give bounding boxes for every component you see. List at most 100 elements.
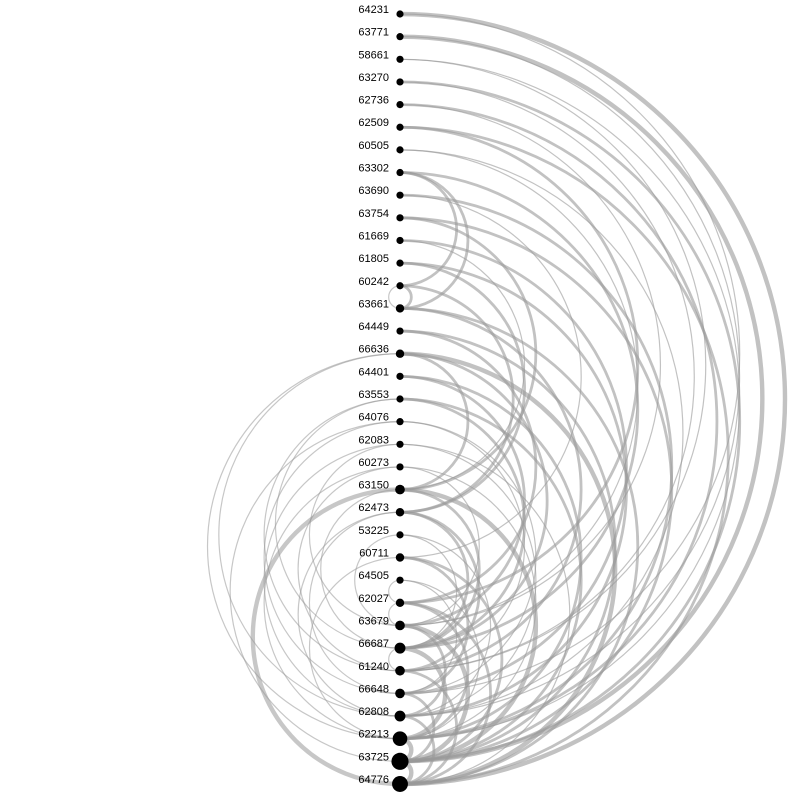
edge-63150-66687 [399, 488, 481, 650]
node-61669 [396, 236, 404, 245]
node-label-58661: 58661 [358, 49, 389, 61]
edge-62808-64776 [399, 714, 436, 786]
edge-64401-63679 [399, 374, 526, 627]
edge-63690-60711 [399, 194, 582, 559]
node-label-60242: 60242 [358, 276, 389, 288]
node-61240 [395, 665, 405, 676]
node-63725 [391, 752, 409, 770]
node-60273 [396, 463, 404, 471]
edge-53225-63679 [354, 534, 401, 627]
edge-63150-63725 [399, 487, 539, 764]
node-58661 [396, 55, 404, 63]
nodes-layer [391, 10, 409, 792]
node-53225 [396, 531, 404, 539]
edge-62509-62027 [399, 125, 640, 605]
edge-63150-66687 [320, 488, 401, 649]
arcs-layer [206, 11, 788, 787]
node-label-61240: 61240 [358, 661, 389, 673]
node-label-61805: 61805 [358, 253, 389, 265]
edge-64076-66648 [399, 421, 537, 695]
node-label-63679: 63679 [358, 615, 389, 627]
edge-62027-62213 [399, 601, 470, 741]
node-66687 [394, 642, 406, 654]
edge-60273-62213 [399, 466, 537, 740]
edge-61669-66648 [399, 239, 628, 695]
node-label-64449: 64449 [358, 321, 389, 333]
node-60242 [396, 282, 404, 290]
edge-53225-62808 [399, 534, 492, 717]
edge-63302-63661 [399, 171, 470, 310]
node-62808 [394, 710, 406, 722]
node-66648 [395, 688, 405, 699]
node-62509 [396, 123, 404, 131]
edge-62027-64776 [399, 601, 492, 786]
node-63690 [396, 191, 404, 199]
node-63661 [395, 304, 405, 313]
edge-61240-64776 [399, 669, 458, 786]
node-60711 [395, 553, 405, 562]
node-64776 [392, 776, 408, 792]
edge-60273-62213 [263, 466, 401, 740]
node-label-60273: 60273 [358, 457, 389, 469]
edge-63661-64776 [399, 307, 640, 786]
node-63150 [395, 484, 405, 495]
edge-63679-63725 [399, 623, 470, 764]
node-label-62736: 62736 [358, 95, 389, 107]
edge-63661-61240 [399, 307, 583, 673]
node-63270 [396, 78, 404, 86]
edge-66636-62213 [206, 353, 401, 740]
node-label-62083: 62083 [358, 434, 389, 446]
node-label-64776: 64776 [358, 774, 389, 786]
node-label-62213: 62213 [358, 729, 389, 741]
node-label-63661: 63661 [358, 298, 389, 310]
edge-60273-63679 [399, 466, 480, 627]
node-62083 [396, 440, 404, 448]
edge-60242-62473 [399, 284, 515, 514]
edge-60711-66648 [399, 556, 470, 695]
node-62473 [395, 508, 405, 517]
node-63754 [396, 214, 404, 222]
edge-64076-66648 [263, 421, 401, 695]
edge-66636-63150 [399, 352, 470, 491]
edge-64231-64776 [399, 11, 788, 787]
edge-63553-63725 [399, 397, 583, 763]
node-64449 [396, 327, 404, 335]
edge-60711-63725 [399, 556, 504, 763]
node-64076 [396, 418, 404, 426]
edge-62473-62808 [297, 511, 401, 717]
node-61805 [396, 259, 404, 267]
node-63771 [396, 33, 404, 41]
node-label-62808: 62808 [358, 706, 389, 718]
node-label-63150: 63150 [358, 480, 389, 492]
node-62027 [395, 598, 405, 608]
edge-62509-64776 [399, 125, 730, 786]
node-label-62473: 62473 [358, 502, 389, 514]
edge-61669-63150 [399, 239, 525, 491]
edge-53225-66687 [399, 534, 458, 649]
node-label-63302: 63302 [358, 163, 389, 175]
edge-60711-62213 [308, 556, 401, 740]
edge-64231-66648 [399, 13, 741, 695]
edge-66648-63725 [399, 692, 436, 763]
node-label-60711: 60711 [359, 548, 389, 560]
edge-62736-63679 [399, 103, 661, 627]
edge-62473-66648 [308, 511, 401, 695]
node-label-63725: 63725 [358, 751, 389, 763]
node-label-66687: 66687 [358, 638, 389, 650]
node-64401 [396, 372, 404, 380]
edge-63771-63725 [399, 34, 765, 764]
edge-64076-63725 [229, 421, 401, 762]
node-63679 [395, 620, 405, 631]
edge-61805-62808 [399, 261, 628, 718]
node-label-66636: 66636 [358, 344, 389, 356]
node-label-64401: 64401 [358, 366, 389, 378]
node-64505 [396, 576, 404, 584]
node-label-63270: 63270 [358, 72, 389, 84]
node-label-64076: 64076 [358, 412, 389, 424]
labels-layer: 64231 63771 58661 63270 62736 62509 60505 63302… [358, 4, 389, 786]
edge-63553-66687 [274, 398, 401, 649]
node-60505 [396, 146, 404, 154]
node-label-61669: 61669 [358, 230, 389, 242]
node-label-63754: 63754 [358, 208, 389, 220]
